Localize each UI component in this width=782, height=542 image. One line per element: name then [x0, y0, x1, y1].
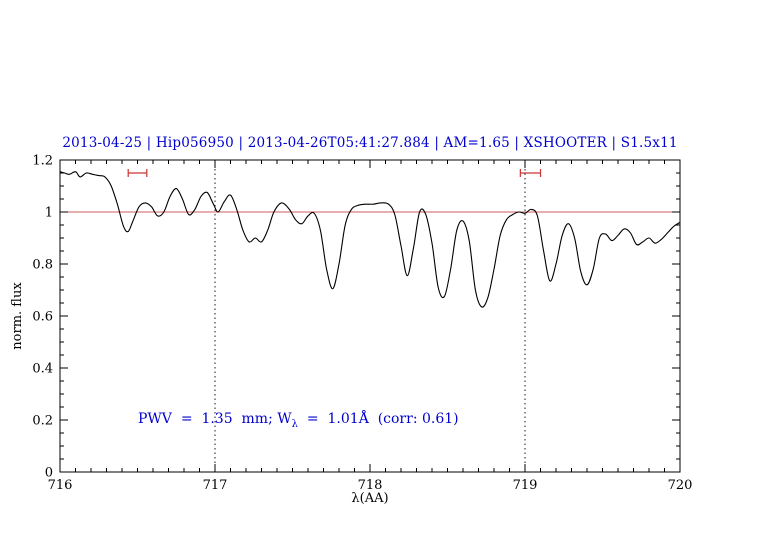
x-tick-label: 718 [358, 478, 383, 493]
x-tick-label: 717 [203, 478, 228, 493]
pwv-annotation-prefix: PWV = 1.35 mm; W [138, 411, 292, 427]
plot-title: 2013-04-25 | Hip056950 | 2013-04-26T05:4… [62, 135, 678, 151]
pwv-annotation-suffix: = 1.01Å (corr: 0.61) [297, 411, 459, 427]
x-tick-label: 720 [668, 478, 693, 493]
pwv-annotation-lambda-sub: λ [291, 418, 298, 430]
spectrum-line [59, 171, 681, 308]
y-tick-label: 0.8 [32, 258, 53, 273]
y-axis-label: norm. flux [10, 282, 25, 350]
x-tick-label: 716 [48, 478, 73, 493]
y-tick-label: 0.6 [32, 310, 53, 325]
x-axis-label: λ(AA) [351, 491, 389, 506]
y-tick-label: 0 [45, 466, 53, 481]
x-tick-label: 719 [513, 478, 538, 493]
y-tick-label: 1 [45, 206, 53, 221]
pwv-annotation: PWV = 1.35 mm; Wλ = 1.01Å (corr: 0.61) [138, 411, 459, 430]
y-tick-label: 0.2 [32, 414, 53, 429]
y-tick-label: 0.4 [32, 362, 53, 377]
y-tick-label: 1.2 [32, 154, 53, 169]
